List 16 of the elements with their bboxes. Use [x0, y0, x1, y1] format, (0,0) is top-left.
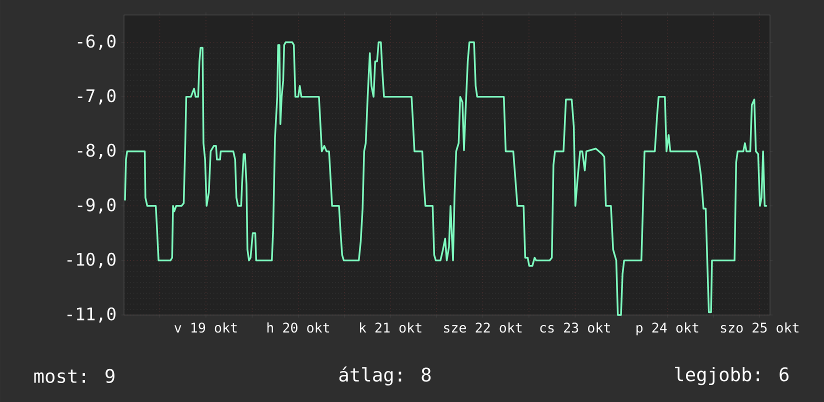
y-tick-label: -6,0 — [78, 34, 116, 50]
y-tick-label: -9,0 — [78, 198, 116, 214]
y-tick-label: -7,0 — [78, 89, 116, 104]
text: most: 9 — [34, 368, 114, 384]
x-tick-label: sze 22 okt — [444, 322, 522, 333]
x-tick-label: h 20 okt — [267, 322, 330, 333]
text: átlag: 8 — [339, 366, 431, 386]
x-tick-label: v 19 okt — [174, 322, 237, 333]
x-tick-label: szo 25 okt — [720, 322, 798, 333]
x-tick-label: k 21 okt — [360, 322, 422, 333]
x-tick-label: cs 23 okt — [540, 322, 610, 333]
x-tick-label: p 24 okt — [636, 322, 698, 336]
y-tick-label: -11,0 — [67, 307, 116, 323]
y-tick-label: -10,0 — [67, 252, 116, 268]
text: legjobb: 6 — [675, 366, 789, 386]
y-tick-label: -8,0 — [78, 144, 116, 159]
